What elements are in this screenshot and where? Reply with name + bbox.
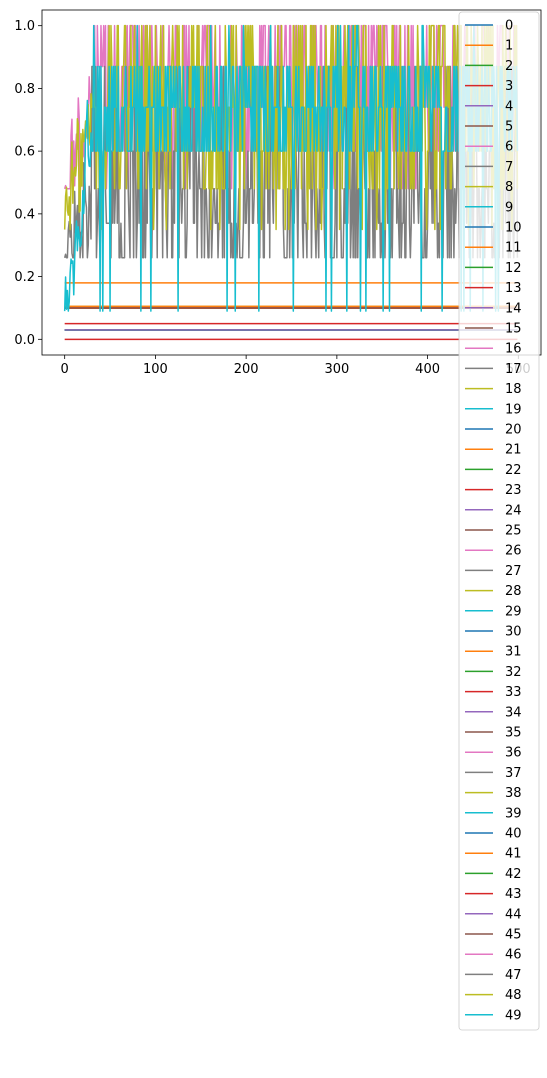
legend-label: 27 — [505, 564, 522, 579]
legend-label: 45 — [505, 928, 522, 943]
legend-label: 37 — [505, 766, 522, 781]
legend-label: 20 — [505, 423, 522, 438]
y-tick-label: 0.2 — [14, 270, 35, 285]
series-lines — [63, 24, 519, 341]
legend-label: 14 — [505, 301, 522, 316]
legend-label: 21 — [505, 443, 522, 458]
legend-label: 28 — [505, 584, 522, 599]
legend-label: 12 — [505, 261, 522, 276]
plot-frame — [41, 9, 542, 356]
legend-label: 40 — [505, 827, 522, 842]
legend-label: 19 — [505, 402, 522, 417]
legend-label: 48 — [505, 988, 522, 1003]
legend-label: 36 — [505, 746, 522, 761]
legend-label: 5 — [505, 120, 513, 135]
legend-label: 43 — [505, 887, 522, 902]
legend-label: 42 — [505, 867, 522, 882]
legend-label: 32 — [505, 665, 522, 680]
legend-label: 46 — [505, 948, 522, 963]
legend-label: 17 — [505, 362, 522, 377]
y-tick-label: 0.0 — [14, 333, 35, 348]
legend-label: 23 — [505, 483, 522, 498]
y-tick-label: 0.4 — [14, 207, 35, 222]
legend-label: 6 — [505, 140, 513, 155]
legend-label: 9 — [505, 200, 513, 215]
legend-label: 29 — [505, 604, 522, 619]
legend-label: 33 — [505, 685, 522, 700]
legend-label: 24 — [505, 503, 522, 518]
legend-label: 1 — [505, 39, 513, 54]
legend-label: 35 — [505, 726, 522, 741]
legend-label: 47 — [505, 968, 522, 983]
x-tick-label: 100 — [143, 362, 168, 377]
legend: 0123456789101112131415161718192021222324… — [458, 11, 540, 1031]
legend-label: 13 — [505, 281, 522, 296]
y-tick-label: 0.8 — [14, 82, 35, 97]
legend-label: 4 — [505, 99, 513, 114]
legend-label: 8 — [505, 180, 513, 195]
legend-label: 39 — [505, 806, 522, 821]
legend-label: 44 — [505, 907, 522, 922]
legend-label: 3 — [505, 79, 513, 94]
legend-label: 41 — [505, 847, 522, 862]
legend-label: 25 — [505, 524, 522, 539]
legend-label: 16 — [505, 342, 522, 357]
legend-label: 31 — [505, 645, 522, 660]
legend-label: 30 — [505, 625, 522, 640]
x-tick-label: 300 — [324, 362, 349, 377]
x-tick-label: 0 — [61, 362, 69, 377]
legend-label: 22 — [505, 463, 522, 478]
legend-label: 49 — [505, 1008, 522, 1023]
y-tick-label: 1.0 — [14, 19, 35, 34]
x-tick-label: 400 — [415, 362, 440, 377]
legend-box — [458, 11, 540, 1031]
legend-label: 0 — [505, 19, 513, 34]
x-tick-label: 200 — [234, 362, 259, 377]
legend-label: 26 — [505, 544, 522, 559]
legend-label: 18 — [505, 382, 522, 397]
legend-label: 11 — [505, 241, 522, 256]
y-tick-label: 0.6 — [14, 145, 35, 160]
legend-label: 15 — [505, 322, 522, 337]
y-axis: 0.0 0.2 0.4 0.6 0.8 1.0 — [14, 19, 42, 348]
legend-label: 38 — [505, 786, 522, 801]
legend-label: 2 — [505, 59, 513, 74]
legend-label: 10 — [505, 221, 522, 236]
series-line-49 — [63, 24, 519, 312]
legend-label: 34 — [505, 705, 522, 720]
legend-label: 7 — [505, 160, 513, 175]
